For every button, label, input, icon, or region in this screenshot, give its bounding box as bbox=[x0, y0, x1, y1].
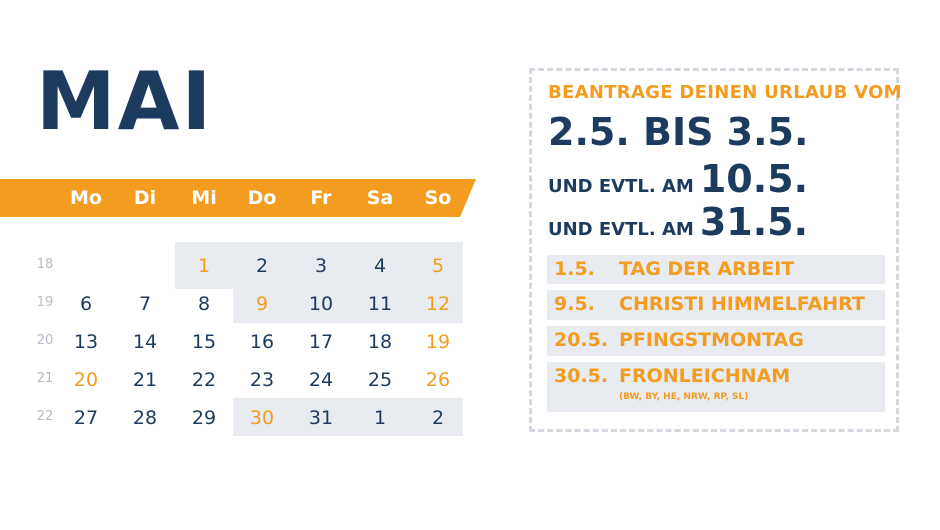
calendar-day: 31 bbox=[308, 407, 334, 429]
calendar-day: 30 bbox=[249, 407, 275, 429]
week-number: 20 bbox=[36, 333, 54, 348]
optional-label: UND EVTL. AM bbox=[548, 219, 694, 240]
holiday-date: 30.5. bbox=[554, 365, 609, 387]
calendar-day: 19 bbox=[425, 331, 451, 353]
calendar-day: 6 bbox=[79, 293, 93, 315]
weekday-sa: Sa bbox=[366, 187, 394, 209]
calendar-day: 2 bbox=[255, 255, 269, 277]
holiday-row: 20.5. PFINGSTMONTAG bbox=[547, 326, 885, 356]
weekday-di: Di bbox=[133, 187, 157, 209]
calendar-day: 25 bbox=[367, 369, 393, 391]
vacation-tip-panel bbox=[529, 68, 899, 432]
holiday-row: 9.5. CHRISTI HIMMELFAHRT bbox=[547, 290, 885, 320]
calendar-day: 1 bbox=[373, 407, 387, 429]
holiday-row: 30.5. FRONLEICHNAM (BW, BY, HE, NRW, RP,… bbox=[547, 362, 885, 412]
calendar-day: 16 bbox=[249, 331, 275, 353]
optional-date: 10.5. bbox=[699, 157, 809, 201]
weekday-do: Do bbox=[247, 187, 277, 209]
week-number: 19 bbox=[36, 295, 54, 310]
month-title: MAI bbox=[36, 55, 214, 148]
calendar-day: 1 bbox=[197, 255, 211, 277]
calendar-day: 29 bbox=[191, 407, 217, 429]
holiday-name: CHRISTI HIMMELFAHRT bbox=[619, 293, 865, 315]
weekday-fr: Fr bbox=[310, 187, 332, 209]
week-number: 22 bbox=[36, 409, 54, 424]
calendar-day: 12 bbox=[425, 293, 451, 315]
calendar-day: 9 bbox=[255, 293, 269, 315]
calendar-day: 5 bbox=[431, 255, 445, 277]
highlight-week-22 bbox=[233, 398, 463, 436]
calendar-day: 21 bbox=[132, 369, 158, 391]
holiday-name: FRONLEICHNAM bbox=[619, 365, 791, 387]
calendar-day: 13 bbox=[73, 331, 99, 353]
optional-label: UND EVTL. AM bbox=[548, 176, 694, 197]
highlight-week-19 bbox=[233, 285, 463, 323]
weekday-header-band bbox=[0, 179, 476, 217]
calendar-day: 11 bbox=[367, 293, 393, 315]
calendar-day: 18 bbox=[367, 331, 393, 353]
calendar-day: 22 bbox=[191, 369, 217, 391]
holiday-date: 20.5. bbox=[554, 329, 609, 351]
weekday-mi: Mi bbox=[191, 187, 217, 209]
calendar-day: 10 bbox=[308, 293, 334, 315]
holiday-date: 1.5. bbox=[554, 258, 595, 280]
panel-title: BEANTRAGE DEINEN URLAUB VOM bbox=[548, 82, 902, 103]
highlight-week-18 bbox=[175, 242, 463, 289]
weekday-so: So bbox=[424, 187, 452, 209]
holiday-row: 1.5. TAG DER ARBEIT bbox=[547, 255, 885, 284]
vacation-range: 2.5. BIS 3.5. bbox=[548, 110, 809, 154]
calendar-day: 24 bbox=[308, 369, 334, 391]
calendar-day: 2 bbox=[431, 407, 445, 429]
calendar-day: 17 bbox=[308, 331, 334, 353]
calendar-day: 14 bbox=[132, 331, 158, 353]
calendar-day: 28 bbox=[132, 407, 158, 429]
calendar-day: 7 bbox=[138, 293, 152, 315]
week-number: 18 bbox=[36, 257, 54, 272]
calendar-day: 3 bbox=[314, 255, 328, 277]
calendar-day: 8 bbox=[197, 293, 211, 315]
optional-day-row: UND EVTL. AM 10.5. bbox=[548, 157, 808, 201]
header-band-shape bbox=[0, 179, 476, 217]
calendar-day: 23 bbox=[249, 369, 275, 391]
calendar-day: 4 bbox=[373, 255, 387, 277]
holiday-date: 9.5. bbox=[554, 293, 595, 315]
holiday-note: (BW, BY, HE, NRW, RP, SL) bbox=[619, 392, 749, 402]
holiday-name: PFINGSTMONTAG bbox=[619, 329, 804, 351]
week-number: 21 bbox=[36, 371, 54, 386]
calendar-day: 27 bbox=[73, 407, 99, 429]
calendar-day: 15 bbox=[191, 331, 217, 353]
optional-day-row: UND EVTL. AM 31.5. bbox=[548, 200, 808, 244]
calendar-day: 26 bbox=[425, 369, 451, 391]
weekday-mo: Mo bbox=[70, 187, 102, 209]
calendar-day: 20 bbox=[73, 369, 99, 391]
holiday-name: TAG DER ARBEIT bbox=[619, 258, 795, 280]
optional-date: 31.5. bbox=[699, 200, 809, 244]
